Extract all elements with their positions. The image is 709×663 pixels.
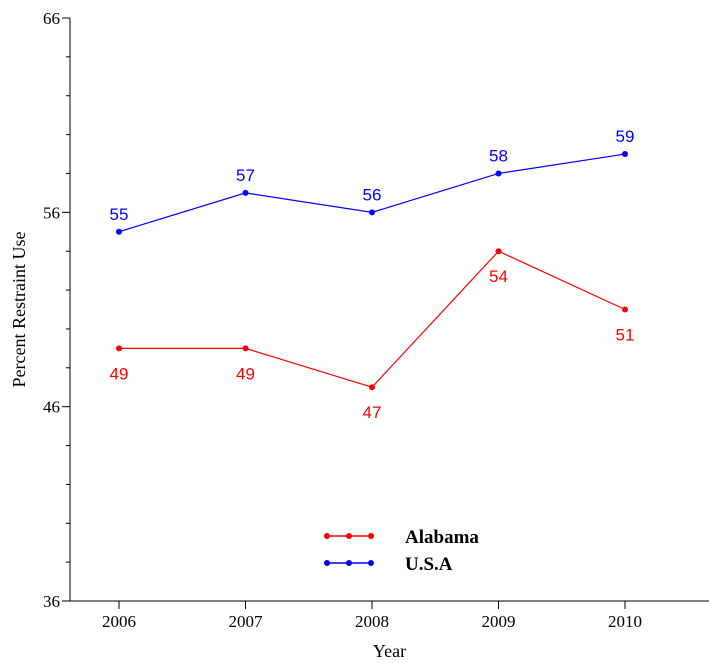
x-tick-label: 2009	[482, 612, 516, 631]
data-point-alabama	[116, 345, 122, 352]
data-label-u-s-a: 55	[110, 205, 129, 224]
data-point-u-s-a	[116, 228, 122, 235]
data-label-alabama: 54	[489, 267, 508, 286]
y-tick-label: 46	[43, 398, 60, 417]
x-axis-ticks: 2006 2007 2008 2009 2010	[102, 601, 642, 631]
x-tick-label: 2006	[102, 612, 136, 631]
legend-marker-u-s-a	[368, 560, 374, 566]
legend-marker-alabama	[346, 533, 352, 539]
data-label-u-s-a: 57	[236, 166, 255, 185]
y-axis-title: Percent Restraint Use	[9, 232, 29, 388]
legend-marker-u-s-a	[324, 560, 330, 566]
data-point-alabama	[369, 384, 375, 391]
data-point-alabama	[622, 306, 628, 313]
axes	[69, 18, 709, 602]
legend-marker-alabama	[324, 533, 330, 539]
y-tick-label: 56	[43, 203, 60, 222]
legend: Alabama U.S.A	[324, 527, 479, 575]
series-line-alabama	[119, 250, 626, 388]
data-point-u-s-a	[622, 151, 628, 158]
data-point-alabama	[242, 345, 249, 352]
x-tick-label: 2010	[608, 612, 642, 631]
legend-marker-alabama	[368, 533, 374, 539]
data-label-u-s-a: 58	[489, 146, 508, 165]
legend-label-u-s-a: U.S.A	[405, 554, 453, 575]
data-label-u-s-a: 59	[616, 127, 635, 146]
x-tick-label: 2007	[229, 612, 264, 631]
data-point-u-s-a	[495, 170, 502, 177]
y-tick-label: 66	[43, 9, 60, 28]
legend-marker-u-s-a	[346, 560, 352, 566]
data-label-alabama: 49	[110, 364, 129, 383]
data-point-alabama	[495, 248, 502, 255]
data-label-alabama: 49	[236, 364, 255, 383]
data-point-u-s-a	[242, 189, 249, 196]
x-axis-title: Year	[373, 641, 406, 661]
data-label-alabama: 51	[616, 326, 635, 345]
data-label-u-s-a: 56	[363, 185, 382, 204]
x-tick-label: 2008	[355, 612, 389, 631]
data-label-alabama: 47	[363, 403, 382, 422]
data-point-u-s-a	[369, 209, 375, 216]
legend-label-alabama: Alabama	[405, 527, 479, 548]
y-axis-ticks: 36 46 56 66	[43, 9, 70, 611]
series-group: 49 49 47 54 51 55 57 56 58 59	[110, 127, 635, 422]
y-tick-label: 36	[43, 592, 60, 611]
